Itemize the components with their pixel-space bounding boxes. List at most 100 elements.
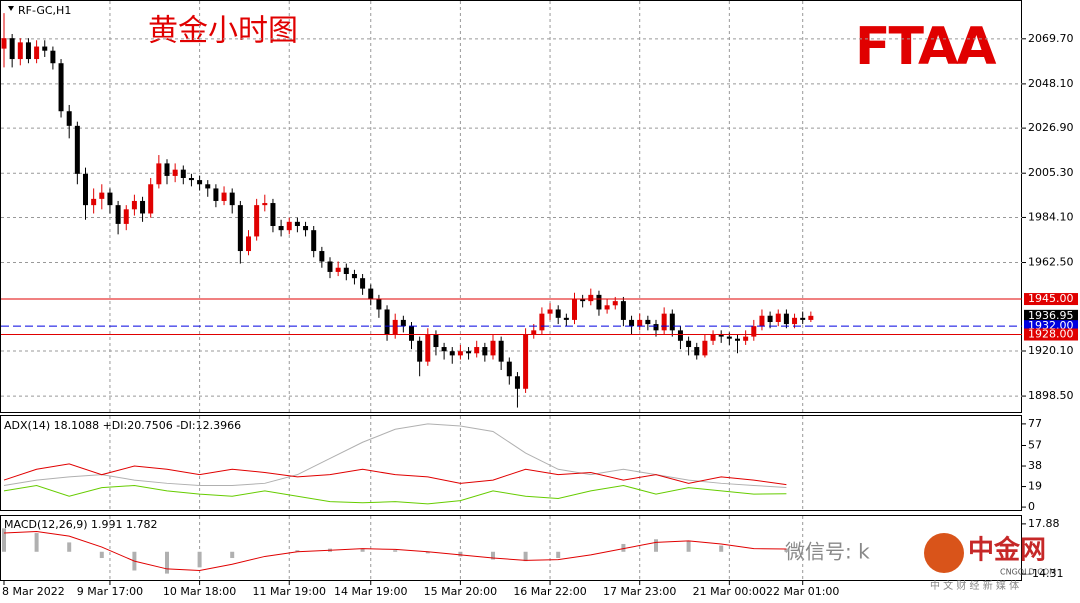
candle-body bbox=[604, 305, 610, 310]
macd-bar bbox=[393, 550, 398, 552]
wechat-watermark: 微信号: k bbox=[785, 540, 870, 564]
candle-body bbox=[792, 317, 798, 325]
y-tick-label: 1920.10 bbox=[1028, 344, 1074, 357]
candle-body bbox=[164, 163, 170, 176]
macd-bar bbox=[197, 551, 202, 568]
level-tag bbox=[1024, 328, 1078, 341]
candle-body bbox=[735, 338, 740, 341]
x-tick-label: 9 Mar 17:00 bbox=[77, 585, 143, 598]
candle-body bbox=[661, 313, 667, 331]
y-tick-label: 38 bbox=[1028, 459, 1042, 472]
candle-body bbox=[677, 330, 683, 341]
macd-bar bbox=[491, 551, 495, 560]
y-tick-label: 57 bbox=[1028, 438, 1042, 451]
candle-body bbox=[91, 198, 97, 206]
level-tag bbox=[1024, 293, 1078, 306]
candle-body bbox=[343, 267, 349, 274]
chart-title: 黄金小时图 bbox=[148, 14, 298, 49]
candle-body bbox=[580, 299, 586, 302]
x-tick-label: 11 Mar 19:00 bbox=[253, 585, 326, 598]
candle-body bbox=[213, 188, 219, 201]
candle-body bbox=[669, 313, 675, 331]
candle-body bbox=[221, 192, 227, 201]
candle-body bbox=[612, 301, 618, 306]
candle-body bbox=[653, 324, 659, 331]
candle-body bbox=[25, 42, 31, 60]
candle-body bbox=[376, 299, 382, 310]
macd-label: MACD(12,26,9) 1.991 1.782 bbox=[4, 518, 158, 531]
site-logo-icon bbox=[924, 533, 964, 573]
candle-body bbox=[645, 319, 651, 325]
level-label: 1928.00 bbox=[1028, 328, 1074, 341]
signal-line bbox=[3, 530, 787, 571]
candle-body bbox=[172, 169, 178, 176]
candle-body bbox=[441, 347, 447, 352]
logo: FTAA bbox=[855, 17, 996, 77]
symbol-icon bbox=[8, 6, 14, 11]
site-logo: 中金网 bbox=[968, 535, 1046, 566]
macd-bar bbox=[2, 528, 6, 552]
candle-body bbox=[743, 336, 749, 341]
candle-body bbox=[718, 334, 724, 337]
candle-body bbox=[99, 192, 105, 199]
candle-body bbox=[237, 205, 243, 252]
candle-body bbox=[539, 313, 545, 331]
y-tick-label: 0 bbox=[1028, 500, 1035, 513]
candle-body bbox=[180, 169, 186, 179]
candle-body bbox=[319, 251, 325, 262]
candle-body bbox=[17, 42, 23, 60]
candle-body bbox=[474, 347, 480, 354]
candle-body bbox=[588, 294, 594, 302]
y-tick-label: 77 bbox=[1028, 417, 1042, 430]
candle-body bbox=[620, 301, 626, 320]
candle-body bbox=[409, 326, 414, 341]
candle-body bbox=[702, 340, 708, 356]
candle-body bbox=[694, 347, 700, 356]
candle-body bbox=[572, 299, 577, 320]
x-tick-label: 15 Mar 20:00 bbox=[424, 585, 497, 598]
main-panel bbox=[0, 0, 1022, 413]
candle-body bbox=[629, 319, 635, 327]
candle-body bbox=[498, 340, 504, 362]
x-tick-label: 10 Mar 18:00 bbox=[163, 585, 236, 598]
macd-bar bbox=[34, 533, 39, 552]
macd-bar bbox=[458, 551, 463, 557]
candle-body bbox=[327, 261, 333, 272]
candle-body bbox=[123, 209, 129, 224]
candle-body bbox=[547, 309, 553, 314]
macd-bar bbox=[295, 550, 300, 552]
candle-body bbox=[156, 163, 162, 185]
candle-body bbox=[466, 351, 472, 354]
candle-body bbox=[449, 351, 455, 356]
level-label: 1945.00 bbox=[1028, 292, 1074, 305]
candle-body bbox=[506, 361, 512, 377]
y-tick-label: 2026.90 bbox=[1028, 121, 1074, 134]
adx-label: ADX(14) 18.1088 +DI:20.7506 -DI:12.3966 bbox=[4, 419, 241, 432]
candle-body bbox=[360, 278, 366, 289]
y-tick-label: 1984.10 bbox=[1028, 210, 1074, 223]
macd-bar bbox=[425, 551, 430, 554]
candle-body bbox=[351, 273, 357, 279]
candle-body bbox=[531, 330, 537, 335]
candle-body bbox=[555, 309, 561, 318]
candle-body bbox=[726, 336, 732, 339]
symbol: RF-GC,H1 bbox=[18, 4, 71, 17]
macd-bar bbox=[556, 551, 561, 559]
candle-body bbox=[400, 319, 406, 327]
candle-body bbox=[262, 203, 268, 206]
candle-body bbox=[42, 46, 48, 51]
y-tick-label: 1898.50 bbox=[1028, 389, 1074, 402]
indicator-line bbox=[3, 484, 787, 505]
candle-body bbox=[457, 351, 463, 356]
macd-bar bbox=[523, 551, 528, 562]
macd-bar bbox=[719, 545, 724, 552]
candle-body bbox=[131, 200, 137, 210]
candle-body bbox=[148, 184, 154, 214]
candle-body bbox=[278, 226, 284, 231]
candle-body bbox=[83, 173, 88, 206]
candle-body bbox=[311, 230, 317, 252]
candle-body bbox=[751, 326, 757, 337]
candle-body bbox=[482, 347, 488, 356]
candle-body bbox=[74, 125, 80, 174]
